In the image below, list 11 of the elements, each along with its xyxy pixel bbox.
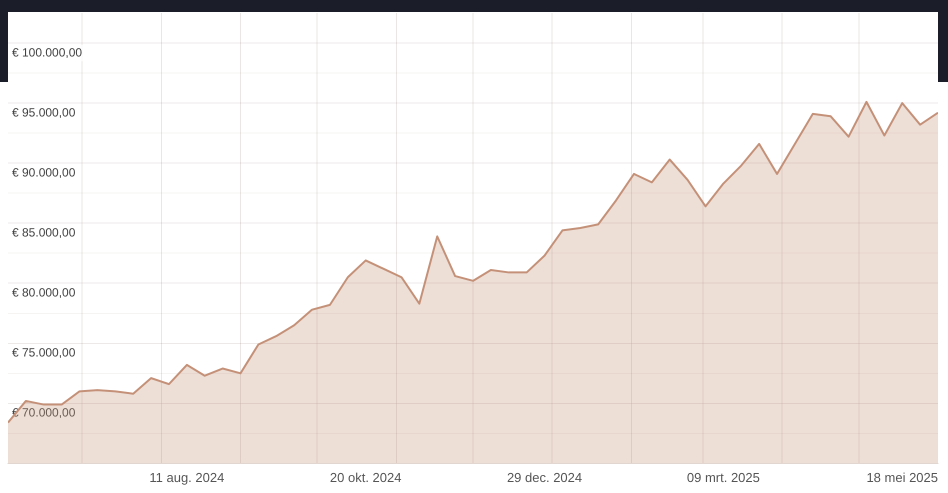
x-tick-label: 09 mrt. 2025	[686, 470, 760, 485]
y-tick-label: € 85.000,00	[12, 226, 76, 240]
x-tick-label: 20 okt. 2024	[330, 470, 402, 485]
y-tick-label: € 90.000,00	[12, 165, 76, 180]
x-tick-label: 11 aug. 2024	[149, 470, 224, 485]
x-tick-label: 18 mei 2025	[866, 470, 938, 485]
x-tick-label: 29 dec. 2024	[506, 470, 582, 485]
y-tick-label: € 80.000,00	[12, 286, 76, 300]
y-tick-label: € 100.000,00	[12, 45, 82, 60]
y-tick-label: € 75.000,00	[12, 346, 76, 360]
y-tick-label: € 95.000,00	[12, 105, 76, 120]
